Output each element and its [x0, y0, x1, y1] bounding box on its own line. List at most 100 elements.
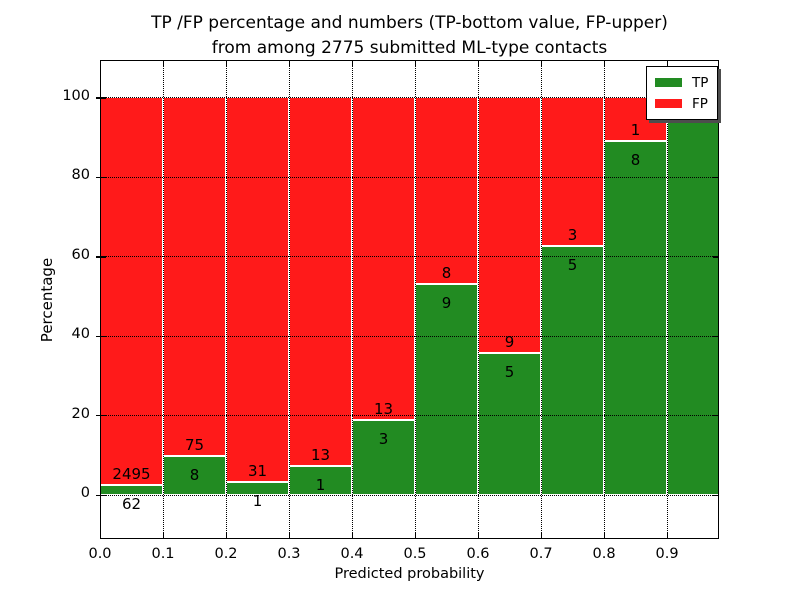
x-tick-mark: [289, 533, 291, 539]
bar-segment-fp: [289, 97, 352, 467]
bar-segment-fp: [100, 97, 163, 485]
x-tick-mark: [541, 533, 543, 539]
vertical-gridline: [163, 60, 164, 539]
y-tick-mark: [100, 97, 106, 99]
x-tick-mark: [100, 60, 102, 66]
y-tick-mark-outer: [96, 335, 100, 338]
y-tick-mark: [100, 494, 106, 496]
tp-count-label: 9: [441, 294, 452, 313]
y-tick-mark: [100, 415, 106, 417]
vertical-gridline: [478, 60, 479, 539]
x-tick-mark: [100, 533, 102, 539]
vertical-gridline: [289, 60, 290, 539]
y-tick-label: 40: [71, 326, 90, 343]
x-tick-label: 0.0: [88, 546, 112, 562]
x-tick-mark: [415, 60, 417, 66]
bar-segment-fp: [163, 97, 226, 457]
y-tick-label: 100: [62, 87, 90, 104]
x-axis-label: Predicted probability: [334, 566, 485, 582]
x-tick-label: 0.9: [655, 546, 679, 562]
legend: TP FP: [646, 66, 719, 120]
x-tick-mark: [604, 60, 606, 66]
horizontal-gridline: [100, 176, 719, 178]
horizontal-gridline: [100, 256, 719, 258]
x-tick-label: 0.2: [214, 546, 238, 562]
chart-title-line1: TP /FP percentage and numbers (TP-bottom…: [151, 13, 668, 33]
legend-entry-tp: TP: [655, 72, 708, 93]
y-tick-label: 20: [71, 405, 90, 422]
bar-segment-fp: [478, 97, 541, 353]
fp-count-label: 13: [373, 400, 394, 419]
x-tick-mark: [226, 533, 228, 539]
y-tick-label: 0: [80, 485, 90, 502]
y-tick-label: 60: [71, 246, 90, 263]
bar-segment-tp: [604, 141, 668, 495]
tp-count-label: 8: [189, 466, 200, 485]
bar-segment-fp: [352, 97, 415, 421]
vertical-gridline: [226, 60, 227, 539]
y-tick-mark: [713, 256, 719, 258]
x-tick-label: 0.1: [151, 546, 175, 562]
legend-label-fp: FP: [692, 95, 708, 112]
y-tick-mark-outer: [96, 176, 100, 179]
x-tick-mark: [541, 60, 543, 66]
x-tick-label: 0.3: [277, 546, 301, 562]
x-tick-label: 0.4: [340, 546, 364, 562]
tp-count-label: 62: [121, 494, 142, 513]
x-tick-mark: [226, 60, 228, 66]
legend-entry-fp: FP: [655, 93, 708, 114]
y-tick-mark-outer: [96, 256, 100, 258]
fp-count-label: 9: [504, 332, 515, 351]
x-tick-mark: [604, 533, 606, 539]
bar-segment-tp: [289, 466, 352, 495]
vertical-gridline: [352, 60, 353, 539]
bar-segment-tp: [163, 456, 226, 495]
y-tick-mark: [713, 494, 719, 496]
fp-count-label: 3: [567, 226, 578, 245]
x-tick-mark: [163, 533, 165, 539]
horizontal-gridline: [100, 97, 719, 99]
bar-segment-tp: [415, 284, 478, 495]
x-tick-mark: [667, 60, 669, 66]
fp-count-label: 13: [310, 446, 331, 465]
fp-count-label: 31: [247, 462, 268, 481]
x-tick-mark: [352, 60, 354, 66]
fp-count-label: 2495: [112, 464, 151, 483]
fp-count-label: 75: [184, 436, 205, 455]
x-tick-mark: [163, 60, 165, 66]
x-tick-label: 0.5: [403, 546, 427, 562]
y-tick-label: 80: [71, 167, 90, 184]
plot-area: 2495627583111311338995351825: [100, 60, 719, 539]
bar-segment-fp: [226, 97, 289, 483]
x-tick-label: 0.6: [466, 546, 490, 562]
bar-segment-tp: [100, 484, 163, 495]
horizontal-gridline: [100, 494, 719, 496]
x-tick-label: 0.7: [529, 546, 553, 562]
tp-color-swatch: [655, 78, 682, 87]
tp-count-label: 1: [252, 492, 263, 511]
horizontal-gridline: [100, 415, 719, 417]
x-tick-mark: [478, 60, 480, 66]
vertical-gridline: [604, 60, 606, 539]
bar-segment-tp: [541, 246, 605, 495]
y-tick-mark: [713, 415, 719, 417]
vertical-gridline: [415, 60, 416, 539]
fp-count-label: 1: [630, 121, 641, 140]
y-tick-mark: [713, 335, 719, 338]
x-tick-mark: [352, 533, 354, 539]
vertical-gridline: [541, 60, 543, 539]
x-tick-mark: [289, 60, 291, 66]
tp-count-label: 8: [630, 151, 641, 170]
chart-title-line2: from among 2775 submitted ML-type contac…: [211, 38, 608, 58]
y-tick-mark-outer: [96, 494, 100, 496]
fp-count-label: 8: [441, 264, 452, 283]
x-tick-mark: [415, 533, 417, 539]
tp-count-label: 3: [378, 430, 389, 449]
y-tick-mark: [100, 256, 106, 258]
bar-segment-tp: [352, 420, 415, 495]
y-tick-mark-outer: [96, 415, 100, 417]
bar-segment-fp: [541, 97, 605, 247]
legend-label-tp: TP: [692, 74, 709, 91]
chart-title: TP /FP percentage and numbers (TP-bottom…: [100, 11, 719, 61]
